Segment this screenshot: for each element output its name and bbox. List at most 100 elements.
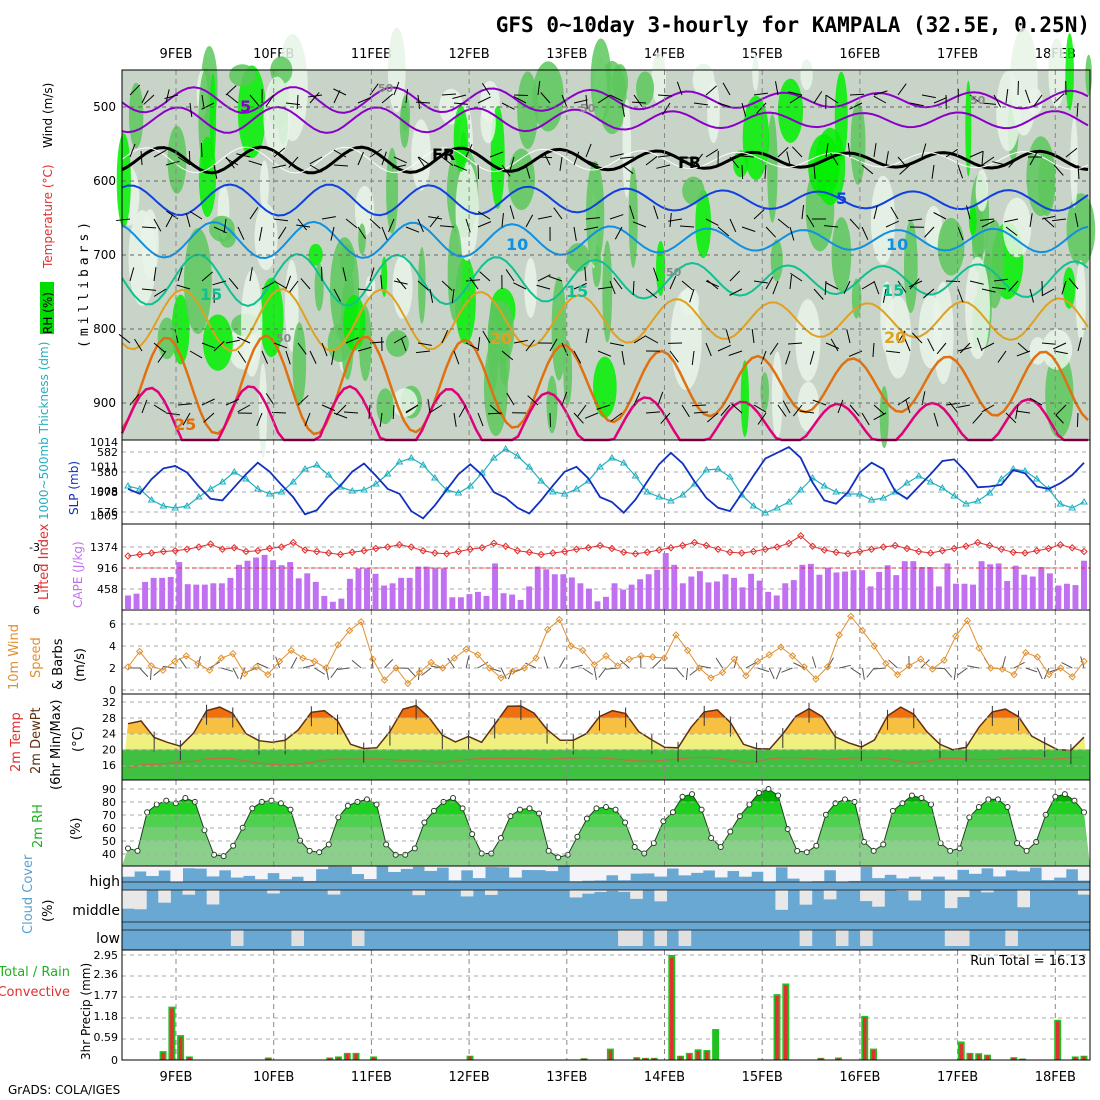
upper-wind-barb — [559, 156, 563, 171]
wind10-barb — [430, 665, 443, 669]
top-date-label: 9FEB — [160, 47, 193, 62]
upper-wind-barb — [509, 205, 515, 220]
rh2m-label-2: (%) — [69, 818, 84, 841]
wind10-speed-line-point — [882, 659, 890, 668]
wind10-speed-line-point — [1080, 657, 1088, 666]
cloud-high-gap — [291, 866, 304, 877]
cape-bar — [1004, 581, 1011, 609]
upper-wind-barb — [849, 404, 860, 417]
upper-wind-barb — [174, 329, 179, 344]
cloud-mid-gap — [908, 890, 922, 901]
cloud-high-gap — [400, 866, 413, 869]
lifted-index-line-point — [124, 552, 132, 560]
upper-wind-barb — [837, 399, 844, 414]
wind10-barb — [745, 661, 757, 669]
temperature-axis-label: Temperature (°C) — [41, 164, 55, 269]
thickness-line-point — [926, 478, 935, 485]
upper-wind-barb — [669, 350, 679, 363]
rh-contour-fill — [551, 276, 567, 381]
upper-wind-barb — [717, 102, 732, 108]
upper-wind-barb — [609, 153, 624, 158]
upper-wind-barb — [806, 214, 815, 228]
upper-wind-barb — [273, 342, 288, 349]
upper-wind-barb — [705, 149, 719, 158]
contour-label: 20 — [884, 328, 906, 347]
rh2m-line-point — [612, 806, 619, 813]
rh2m-line-point — [679, 793, 686, 800]
cloud-mid-gap — [896, 890, 909, 892]
lifted-index-line-point — [667, 544, 675, 552]
upper-wind-barb — [980, 218, 995, 221]
upper-wind-barb — [248, 160, 263, 166]
rh-contour-fill — [593, 356, 617, 418]
contour-label: 15 — [566, 282, 588, 301]
lifted-index-line-point — [348, 548, 356, 556]
cloud-high-gap — [146, 866, 159, 876]
upper-wind-barb — [972, 412, 983, 424]
upper-wind-barb — [897, 83, 907, 96]
precip-tick-label: 2.36 — [94, 968, 119, 981]
cloud-mid-gap — [593, 890, 607, 893]
wind10-speed-line-point — [124, 663, 132, 671]
upper-wind-barb — [788, 91, 803, 96]
upper-wind-barb — [153, 267, 157, 282]
upper-wind-barb — [676, 81, 683, 96]
lifted-index-axis-label: Lifted Index — [37, 523, 52, 600]
upper-wind-barb — [653, 205, 659, 220]
wind10-speed-line-point — [637, 652, 645, 660]
cape-bar — [475, 591, 481, 609]
thickness-line-point — [678, 491, 687, 498]
upper-wind-barb — [525, 164, 531, 179]
rh2m-line-point — [708, 835, 715, 842]
wind10-barb — [1036, 667, 1043, 680]
upper-wind-barb — [1068, 277, 1079, 290]
upper-wind-barb — [477, 164, 480, 180]
lifted-index-line-point — [277, 543, 286, 551]
thickness-line-point — [419, 461, 427, 468]
rh-contour-fill — [1085, 54, 1092, 96]
cloud-high-gap — [896, 866, 909, 879]
upper-wind-barb — [140, 150, 143, 166]
lifted-index-line-point — [1044, 544, 1053, 553]
cape-bar — [901, 561, 908, 609]
cape-bar — [645, 574, 652, 609]
rh2m-line-point — [736, 813, 743, 820]
temp-tick-label: 16 — [102, 759, 116, 772]
contour-label: 5 — [836, 189, 847, 208]
cloud-high-gap — [122, 866, 135, 877]
cape-bar — [918, 567, 925, 609]
upper-wind-barb — [717, 226, 730, 237]
rh2m-line-point — [249, 805, 256, 812]
thickness-line-point — [749, 502, 758, 509]
upper-wind-barb — [1016, 410, 1031, 414]
precip-convective-bar — [468, 1056, 472, 1060]
thickness-line-point — [796, 486, 805, 493]
upper-wind-barb — [957, 288, 964, 303]
wind10-speed-line-point — [718, 668, 727, 677]
upper-wind-barb — [740, 155, 755, 158]
thickness-line-point — [560, 490, 569, 497]
thickness-labels: 1000~500mb Thickness (dm) SLP (mb) — [37, 342, 81, 520]
upper-wind-barb — [509, 156, 515, 171]
rh2m-line-point — [459, 805, 466, 812]
precip-label-3: 3hr Precip (mm) — [79, 963, 93, 1060]
wind10-speed-line-point — [835, 631, 843, 639]
rh2m-line-point — [230, 842, 237, 849]
upper-wind-barb — [1077, 164, 1080, 180]
rh-contour-fill — [965, 256, 990, 360]
upper-wind-barb — [1053, 164, 1064, 176]
upper-wind-barb — [256, 412, 263, 427]
thickness-line-point — [997, 475, 1006, 482]
upper-wind-barb — [368, 404, 371, 419]
upper-wind-barb — [428, 216, 443, 220]
upper-wind-barb — [441, 330, 449, 344]
upper-wind-barb — [789, 275, 793, 290]
cape-bar — [756, 580, 763, 609]
upper-wind-barb — [330, 226, 335, 241]
lifted-index-line-point — [501, 542, 510, 550]
lifted-index-line-point — [596, 541, 604, 550]
upper-wind-barb — [846, 329, 851, 344]
upper-wind-barb — [201, 342, 216, 349]
upper-wind-barb — [482, 330, 491, 344]
lifted-index-line-point — [218, 545, 227, 553]
